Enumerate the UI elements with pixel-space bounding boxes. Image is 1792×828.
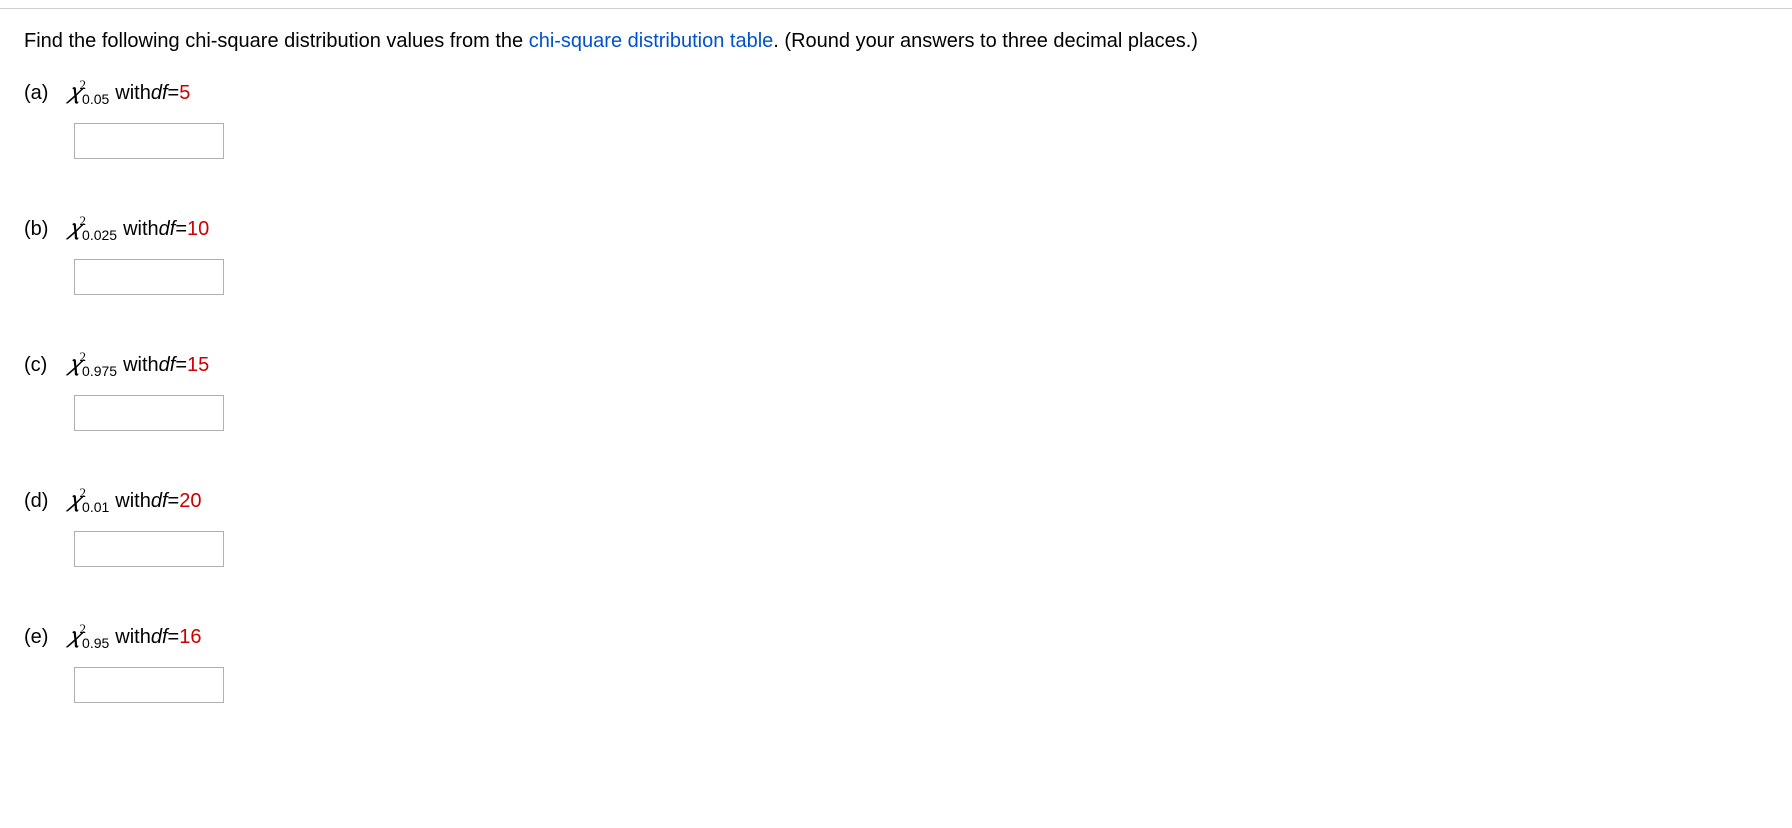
df-value: 15 <box>187 354 209 377</box>
problem-d: (d) 𝜒20.01 with df = 20 <box>24 487 1768 567</box>
equals-text: = <box>168 82 180 105</box>
answer-input-e[interactable] <box>74 667 224 703</box>
answer-input-c[interactable] <box>74 395 224 431</box>
chi-square-expression: 𝜒20.05 with df = 5 <box>68 79 190 105</box>
equals-text: = <box>175 354 187 377</box>
answer-input-d[interactable] <box>74 531 224 567</box>
intro-prefix: Find the following chi-square distributi… <box>24 30 529 52</box>
problem-line: (a) 𝜒20.05 with df = 5 <box>24 79 1768 105</box>
df-value: 5 <box>179 82 190 105</box>
df-label: df <box>151 490 168 513</box>
chi-square-expression: 𝜒20.025 with df = 10 <box>68 215 209 241</box>
chi-square-expression: 𝜒20.01 with df = 20 <box>68 487 201 513</box>
problem-b: (b) 𝜒20.025 with df = 10 <box>24 215 1768 295</box>
question-intro: Find the following chi-square distributi… <box>24 27 1768 55</box>
df-value: 10 <box>187 218 209 241</box>
chi-subscript: 0.05 <box>82 91 109 107</box>
with-text: with <box>115 490 151 513</box>
part-label: (d) <box>24 490 54 513</box>
problem-c: (c) 𝜒20.975 with df = 15 <box>24 351 1768 431</box>
question-container: Find the following chi-square distributi… <box>0 9 1792 777</box>
problem-line: (d) 𝜒20.01 with df = 20 <box>24 487 1768 513</box>
chi-subscript: 0.95 <box>82 635 109 651</box>
problem-line: (c) 𝜒20.975 with df = 15 <box>24 351 1768 377</box>
equals-text: = <box>175 218 187 241</box>
df-value: 16 <box>179 626 201 649</box>
df-label: df <box>151 82 168 105</box>
chi-subscript: 0.01 <box>82 499 109 515</box>
answer-input-a[interactable] <box>74 123 224 159</box>
chi-subscript: 0.025 <box>82 227 117 243</box>
df-label: df <box>159 218 176 241</box>
problem-a: (a) 𝜒20.05 with df = 5 <box>24 79 1768 159</box>
equals-text: = <box>168 626 180 649</box>
intro-suffix: . (Round your answers to three decimal p… <box>773 30 1198 52</box>
part-label: (e) <box>24 626 54 649</box>
problem-line: (e) 𝜒20.95 with df = 16 <box>24 623 1768 649</box>
with-text: with <box>115 82 151 105</box>
df-label: df <box>159 354 176 377</box>
answer-input-b[interactable] <box>74 259 224 295</box>
equals-text: = <box>168 490 180 513</box>
df-label: df <box>151 626 168 649</box>
chi-square-table-link[interactable]: chi-square distribution table <box>529 30 774 52</box>
chi-square-expression: 𝜒20.95 with df = 16 <box>68 623 201 649</box>
df-value: 20 <box>179 490 201 513</box>
with-text: with <box>115 626 151 649</box>
part-label: (c) <box>24 354 54 377</box>
chi-subscript: 0.975 <box>82 363 117 379</box>
with-text: with <box>123 218 159 241</box>
chi-square-expression: 𝜒20.975 with df = 15 <box>68 351 209 377</box>
part-label: (b) <box>24 218 54 241</box>
problem-e: (e) 𝜒20.95 with df = 16 <box>24 623 1768 703</box>
part-label: (a) <box>24 82 54 105</box>
problem-line: (b) 𝜒20.025 with df = 10 <box>24 215 1768 241</box>
with-text: with <box>123 354 159 377</box>
